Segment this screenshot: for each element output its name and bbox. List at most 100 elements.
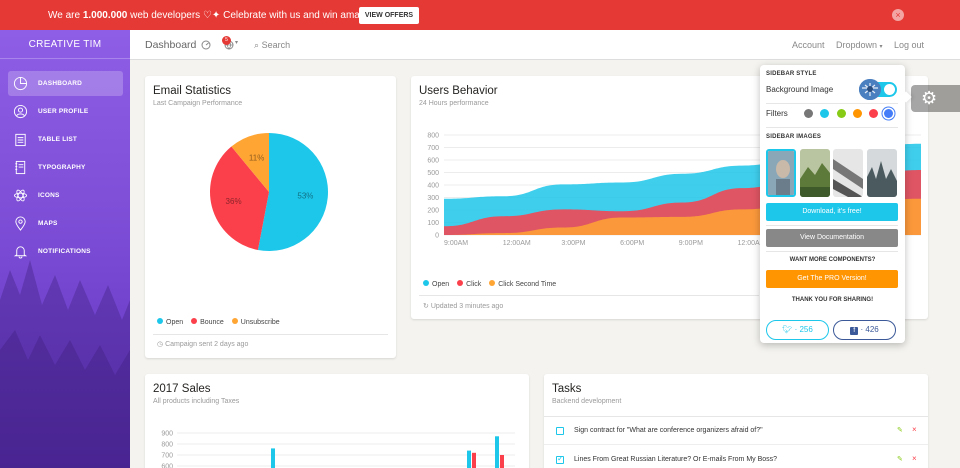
search-label: Search [261, 40, 291, 50]
y-tick-label: 800 [427, 133, 439, 140]
pie-slice-open [257, 133, 328, 251]
sidebar-item-notifications[interactable]: NOTIFICATIONS [8, 239, 123, 264]
legend-dot [191, 318, 198, 324]
sidebar-item-dashboard[interactable]: DASHBOARD [8, 71, 123, 96]
dashboard-icon[interactable] [201, 40, 211, 50]
legend-dot [231, 318, 238, 324]
background-image-toggle[interactable] [859, 79, 897, 100]
party-icon: ✦ [211, 10, 221, 21]
x-tick-label: 6:00PM [620, 240, 644, 247]
y-tick-label: 100 [427, 220, 439, 227]
user-icon [13, 104, 28, 119]
card-subtitle: Last Campaign Performance [153, 100, 243, 107]
y-tick-label: 800 [161, 442, 173, 449]
card-title: Tasks [552, 383, 582, 395]
x-tick-label: 9:00PM [679, 240, 703, 247]
sidebar-item-icons[interactable]: ICONS [8, 183, 123, 208]
card-footer: ◷ Campaign sent 2 days ago [157, 341, 249, 348]
card-subtitle: 24 Hours performance [419, 100, 489, 107]
sidebar-preview-avatar [859, 79, 881, 100]
facebook-icon: f [850, 327, 859, 335]
promo-banner: We are 1.000.000 web developers ♡✦ Celeb… [0, 0, 960, 30]
notebook-icon [15, 160, 26, 175]
y-tick-label: 600 [161, 464, 173, 468]
logout-link[interactable]: Log out [894, 40, 925, 50]
filter-swatch-orange[interactable] [853, 109, 862, 118]
account-link[interactable]: Account [792, 40, 825, 50]
pie-slice-unsubscribe [231, 133, 269, 192]
delete-icon[interactable]: × [912, 425, 917, 434]
facebook-share-button[interactable]: f · 426 [833, 320, 896, 340]
chart-legend: Open Click Click Second Time [423, 280, 562, 288]
sales-bar [495, 436, 499, 468]
sales-bar-chart: 600 700 800 900 [161, 431, 515, 468]
edit-icon[interactable]: ✎ [897, 456, 903, 463]
filter-swatch-green[interactable] [837, 109, 846, 118]
delete-icon[interactable]: × [912, 454, 917, 463]
filter-swatch-red[interactable] [869, 109, 878, 118]
download-button[interactable]: Download, it's free! [766, 203, 898, 221]
filter-swatch-purple-selected[interactable] [884, 109, 893, 118]
page-title[interactable]: Dashboard [145, 39, 197, 51]
sidebar-item-typography[interactable]: TYPOGRAPHY [8, 155, 123, 180]
filter-swatch-azure[interactable] [820, 109, 829, 118]
clipboard-icon [15, 133, 26, 147]
card-title: Email Statistics [153, 85, 231, 97]
sales-bar [472, 452, 476, 468]
get-pro-version-button[interactable]: Get The PRO Version! [766, 270, 898, 288]
legend-dot [423, 280, 429, 286]
heart-icon: ♡ [202, 10, 212, 21]
task-row: Sign contract for "What are conference o… [544, 417, 928, 445]
gear-icon: ⚙ [921, 88, 938, 108]
search-link[interactable]: ⌕ Search [254, 40, 290, 51]
y-tick-label: 700 [161, 453, 173, 460]
x-tick-label: 12:00AM [503, 240, 531, 247]
divider [766, 251, 898, 252]
sidebar-forest-background [0, 260, 130, 468]
view-documentation-button[interactable]: View Documentation [766, 229, 898, 247]
sidebar-image-thumbnail-3[interactable] [833, 149, 863, 197]
email-pie-chart: 53% 36% 11% [210, 133, 328, 251]
sidebar-item-table-list[interactable]: TABLE LIST [8, 127, 123, 152]
edit-icon[interactable]: ✎ [897, 427, 903, 434]
history-icon: ↻ [423, 303, 429, 310]
sidebar-item-user-profile[interactable]: USER PROFILE [8, 99, 123, 124]
card-subtitle: Backend development [552, 398, 622, 405]
y-tick-label: 700 [427, 145, 439, 152]
map-pin-icon [15, 216, 26, 231]
search-icon: ⌕ [254, 40, 260, 50]
view-offers-button[interactable]: VIEW OFFERS [359, 7, 419, 24]
filters-label: Filters [766, 109, 788, 118]
sidebar-item-maps[interactable]: MAPS [8, 211, 123, 236]
close-banner-icon[interactable]: × [892, 9, 904, 21]
twitter-share-button[interactable]: 🐦︎ · 256 [766, 320, 829, 340]
divider [419, 295, 759, 296]
brand-logo-text[interactable]: CREATIVE TIM [0, 30, 130, 59]
dropdown-menu[interactable]: Dropdown ▾ [836, 40, 883, 50]
task-checkbox[interactable] [556, 454, 564, 464]
sidebar-item-label: NOTIFICATIONS [38, 248, 91, 255]
sidebar-image-thumbnail-4[interactable] [867, 149, 897, 197]
sales-card: 2017 Sales All products including Taxes … [145, 374, 529, 468]
pie-slice-label: 53% [297, 191, 313, 200]
sidebar-item-label: ICONS [38, 192, 60, 199]
filter-swatch-black[interactable] [804, 109, 813, 118]
top-navbar: Dashboard 5 ▾ ⌕ Search Account Dropdown … [130, 30, 960, 60]
sidebar-item-label: TYPOGRAPHY [38, 164, 86, 171]
sidebar-image-thumbnail-2[interactable] [800, 149, 830, 197]
pie-slice-bounce [210, 146, 269, 250]
sidebar-item-label: MAPS [38, 220, 58, 227]
task-checkbox[interactable] [556, 427, 564, 435]
sidebar-item-label: USER PROFILE [38, 108, 89, 115]
y-tick-label: 500 [427, 170, 439, 177]
sidebar-image-thumbnail-1[interactable] [766, 149, 796, 197]
sidebar-style-header: SIDEBAR STYLE [766, 71, 817, 77]
bell-icon [13, 246, 28, 259]
sidebar: CREATIVE TIM DASHBOARD USER PROFILE TABL… [0, 30, 130, 468]
card-subtitle: All products including Taxes [153, 398, 240, 405]
card-title: 2017 Sales [153, 383, 211, 395]
settings-plugin-toggle[interactable]: ⚙ [911, 85, 960, 112]
want-more-components-header: WANT MORE COMPONENTS? [789, 257, 876, 263]
divider [544, 416, 928, 417]
card-footer: ↻ Updated 3 minutes ago [423, 303, 504, 310]
